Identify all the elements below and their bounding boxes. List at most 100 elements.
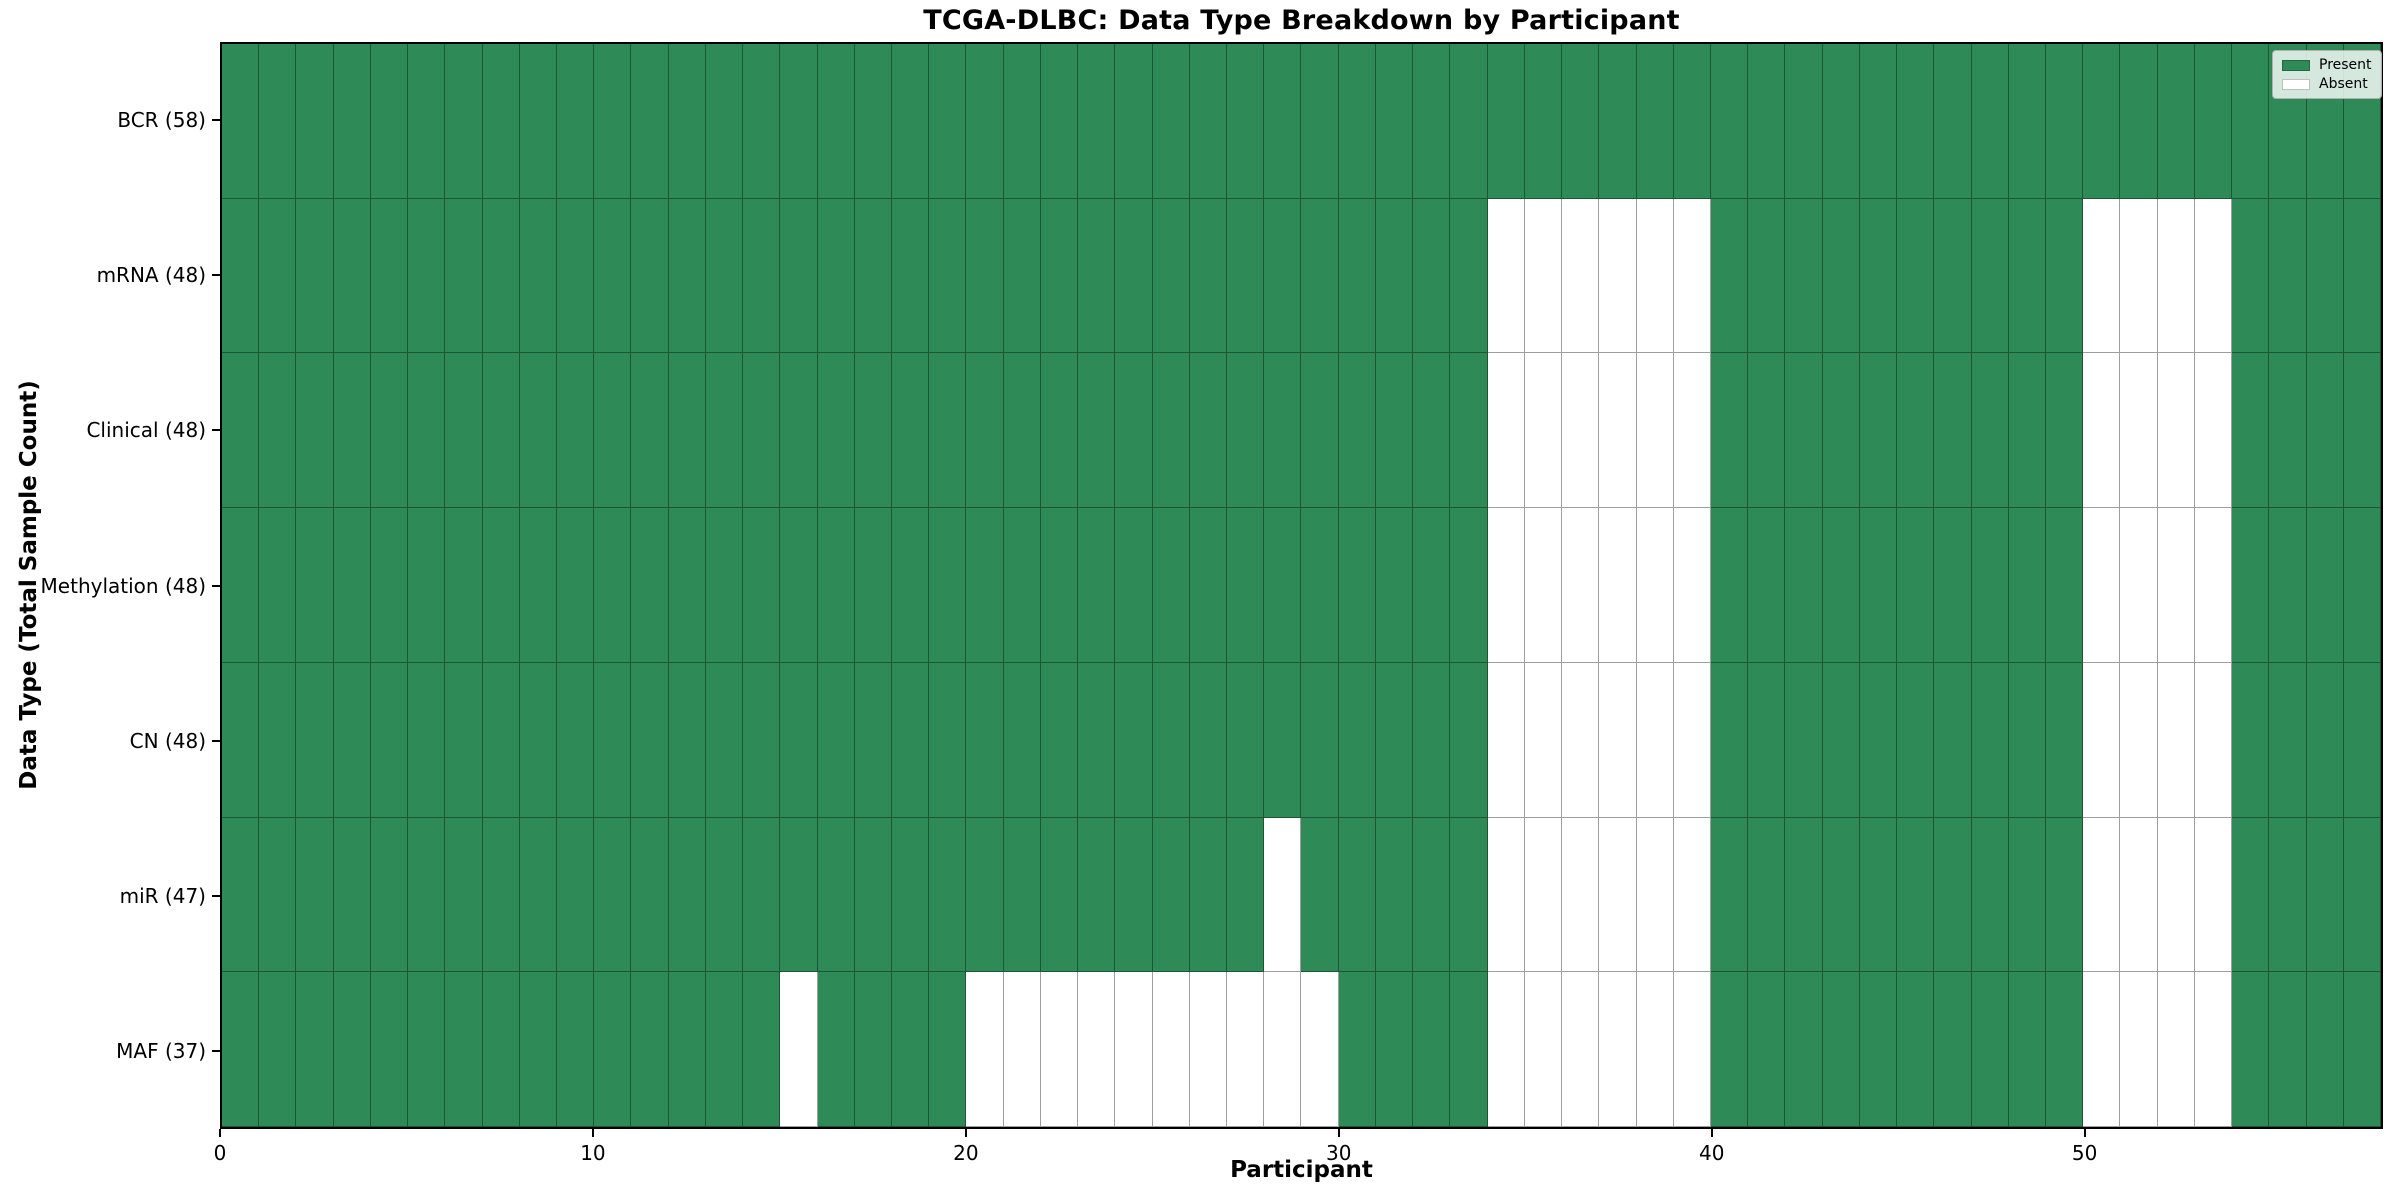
heatmap-cell bbox=[1599, 817, 1637, 973]
heatmap-cell bbox=[1264, 353, 1302, 509]
heatmap-cell bbox=[1859, 662, 1898, 818]
heatmap-cell bbox=[1822, 508, 1860, 663]
heatmap-cell bbox=[1040, 353, 1079, 509]
heatmap-cell bbox=[1524, 662, 1563, 818]
heatmap-cell bbox=[817, 662, 855, 818]
y-tick-mark bbox=[212, 584, 220, 587]
heatmap-cell bbox=[2008, 198, 2046, 354]
heatmap-cell bbox=[1152, 44, 1190, 199]
heatmap-cell bbox=[780, 972, 818, 1127]
heatmap-cell bbox=[2157, 662, 2195, 818]
heatmap-cell bbox=[1710, 972, 1749, 1127]
heatmap-cell bbox=[1636, 972, 1674, 1127]
heatmap-cell bbox=[1264, 817, 1302, 973]
heatmap-cell bbox=[222, 44, 260, 199]
y-tick-label: mRNA (48) bbox=[96, 262, 206, 287]
heatmap-cell bbox=[259, 44, 297, 199]
heatmap-cell bbox=[1562, 353, 1600, 509]
heatmap-cell bbox=[222, 817, 260, 973]
heatmap-cell bbox=[557, 353, 595, 509]
heatmap-cell bbox=[482, 817, 520, 973]
heatmap-cell bbox=[1040, 662, 1079, 818]
heatmap-cell bbox=[1897, 508, 1935, 663]
heatmap-cell bbox=[1338, 508, 1376, 663]
heatmap-cell bbox=[1040, 508, 1079, 663]
heatmap-row bbox=[222, 972, 2381, 1127]
heatmap-cell bbox=[222, 508, 260, 663]
heatmap-cell bbox=[1785, 508, 1823, 663]
heatmap-cell bbox=[631, 972, 669, 1127]
heatmap-cell bbox=[519, 972, 558, 1127]
y-tick-label: MAF (37) bbox=[116, 1039, 206, 1064]
heatmap-cell bbox=[2120, 508, 2158, 663]
heatmap-cell bbox=[1301, 972, 1339, 1127]
heatmap-cell bbox=[296, 508, 334, 663]
heatmap-cell bbox=[2232, 972, 2270, 1127]
heatmap-cell bbox=[594, 198, 632, 354]
heatmap-row bbox=[222, 353, 2381, 509]
heatmap-cell bbox=[854, 353, 893, 509]
heatmap-cell bbox=[1189, 817, 1228, 973]
heatmap-cell bbox=[1189, 198, 1228, 354]
heatmap-cell bbox=[408, 662, 446, 818]
heatmap-cell bbox=[1673, 662, 1711, 818]
heatmap-cell bbox=[370, 198, 409, 354]
legend-label-present: Present bbox=[2319, 57, 2372, 73]
heatmap-cell bbox=[333, 508, 371, 663]
heatmap-cell bbox=[668, 972, 706, 1127]
heatmap-cell bbox=[2269, 972, 2307, 1127]
y-tick-mark bbox=[212, 429, 220, 432]
heatmap-cell bbox=[1487, 353, 1525, 509]
heatmap-cell bbox=[1338, 353, 1376, 509]
heatmap-cell bbox=[1375, 198, 1414, 354]
heatmap-cell bbox=[2157, 817, 2195, 973]
heatmap-cell bbox=[1934, 353, 1972, 509]
heatmap-cell bbox=[1227, 508, 1265, 663]
x-tick-mark bbox=[219, 1129, 221, 1137]
x-tick-label: 20 bbox=[953, 1141, 979, 1165]
x-tick-mark bbox=[964, 1129, 967, 1137]
heatmap-cell bbox=[1785, 817, 1823, 973]
heatmap-cell bbox=[1859, 972, 1898, 1127]
heatmap-cell bbox=[2083, 44, 2121, 199]
heatmap-cell bbox=[631, 198, 669, 354]
heatmap-cell bbox=[482, 508, 520, 663]
heatmap-cell bbox=[1078, 44, 1116, 199]
heatmap-cell bbox=[1078, 353, 1116, 509]
y-tick-mark bbox=[212, 118, 220, 121]
x-tick-label: 30 bbox=[1326, 1141, 1352, 1165]
heatmap-cell bbox=[1710, 662, 1749, 818]
heatmap-cell bbox=[1710, 817, 1749, 973]
heatmap-cell bbox=[929, 508, 967, 663]
heatmap-cell bbox=[1227, 972, 1265, 1127]
y-tick-mark bbox=[212, 739, 220, 742]
heatmap-cell bbox=[1524, 353, 1563, 509]
heatmap-cell bbox=[1003, 508, 1041, 663]
heatmap-cell bbox=[780, 44, 818, 199]
heatmap-cell bbox=[1301, 662, 1339, 818]
heatmap-cell bbox=[2083, 662, 2121, 818]
heatmap-cell bbox=[1897, 44, 1935, 199]
heatmap-cell bbox=[296, 353, 334, 509]
heatmap-cell bbox=[929, 353, 967, 509]
heatmap-cell bbox=[1971, 44, 2009, 199]
heatmap-cell bbox=[259, 508, 297, 663]
heatmap-cell bbox=[2045, 44, 2084, 199]
heatmap-cell bbox=[2269, 662, 2307, 818]
heatmap-cell bbox=[1450, 508, 1488, 663]
heatmap-cell bbox=[2194, 508, 2233, 663]
y-tick-label: Methylation (48) bbox=[40, 573, 206, 598]
heatmap-cell bbox=[743, 662, 781, 818]
heatmap-cell bbox=[1822, 44, 1860, 199]
heatmap-cell bbox=[929, 972, 967, 1127]
heatmap-cell bbox=[259, 817, 297, 973]
heatmap-cell bbox=[1562, 662, 1600, 818]
heatmap-cell bbox=[1710, 198, 1749, 354]
heatmap-cell bbox=[1078, 508, 1116, 663]
heatmap-cell bbox=[1078, 972, 1116, 1127]
heatmap-cell bbox=[705, 817, 744, 973]
heatmap-cell bbox=[2008, 353, 2046, 509]
heatmap-cell bbox=[2120, 817, 2158, 973]
heatmap-cell bbox=[2083, 508, 2121, 663]
heatmap-cell bbox=[631, 353, 669, 509]
